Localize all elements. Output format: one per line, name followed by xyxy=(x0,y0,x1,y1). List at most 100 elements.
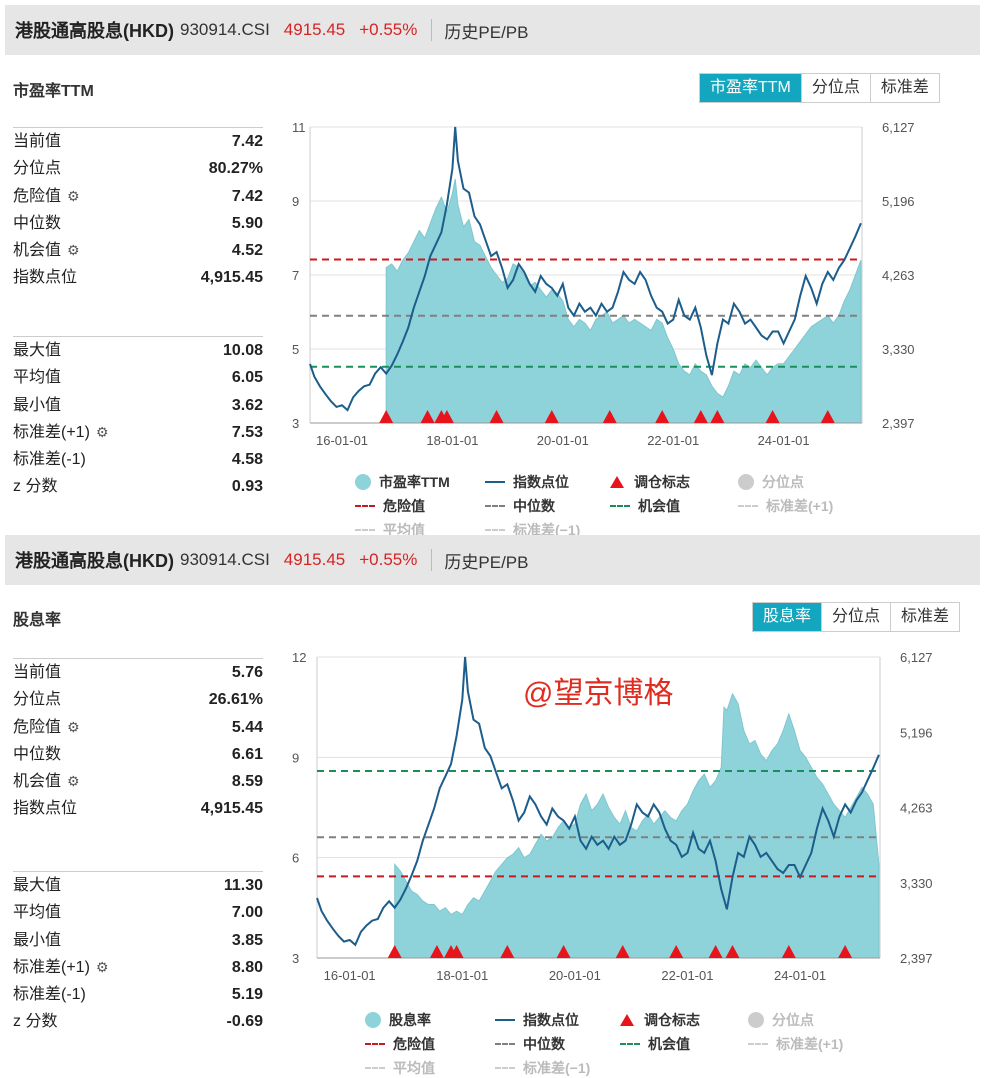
triangle-icon xyxy=(610,476,624,488)
metric-area xyxy=(394,692,880,959)
legend-mean[interactable]: 平均值 xyxy=(365,1058,435,1078)
rebalance-marker[interactable] xyxy=(379,410,394,423)
stat-label: 最大值 xyxy=(13,872,61,899)
rebalance-marker[interactable] xyxy=(544,410,559,423)
tab-std[interactable]: 标准差 xyxy=(870,74,939,102)
rebalance-marker[interactable] xyxy=(765,410,780,423)
legend-std-plus[interactable]: 标准差(+1) xyxy=(748,1034,843,1054)
stat-row: 危险值 ⚙ 7.42 xyxy=(13,183,263,210)
legend-rebalance[interactable]: 调仓标志 xyxy=(620,1010,700,1030)
stat-value: 3.62 xyxy=(231,396,263,414)
gear-icon[interactable]: ⚙ xyxy=(95,958,109,975)
stat-label-text: 标准差(+1) xyxy=(13,423,90,441)
left-tick-label: 6 xyxy=(292,851,299,866)
legend-std-plus[interactable]: 标准差(+1) xyxy=(738,496,833,516)
rebalance-marker[interactable] xyxy=(820,410,835,423)
stat-label: z 分数 xyxy=(13,473,57,500)
stat-row: 最小值 3.85 xyxy=(13,927,263,954)
tab-std[interactable]: 标准差 xyxy=(891,603,960,631)
stat-label-text: 标准差(-1) xyxy=(13,451,86,469)
legend-chance[interactable]: 机会值 xyxy=(610,496,680,516)
rebalance-marker[interactable] xyxy=(693,410,708,423)
index-line xyxy=(316,656,880,947)
rebalance-marker[interactable] xyxy=(420,410,435,423)
gear-icon[interactable]: ⚙ xyxy=(67,187,80,204)
history-pepb-link[interactable]: 历史PE/PB xyxy=(444,552,529,572)
legend-rebalance[interactable]: 调仓标志 xyxy=(610,472,690,492)
dividend-chart: 12 9 6 3 6,127 5,196 4,263 3,330 2,397 16-01-01 18… xyxy=(292,650,933,983)
gear-icon[interactable]: ⚙ xyxy=(67,718,80,735)
legend-mean[interactable]: 平均值 xyxy=(355,520,425,540)
rebalance-marker[interactable] xyxy=(708,945,723,958)
pe-chart: 11 9 7 5 3 6,127 5,196 4,263 3,330 2,397 16-01-01 1… xyxy=(292,120,915,448)
stat-label: 标准差(+1) ⚙ xyxy=(13,419,108,446)
legend-std-minus[interactable]: 标准差(−1) xyxy=(485,520,580,540)
gear-icon[interactable]: ⚙ xyxy=(95,423,109,440)
legend-label: 平均值 xyxy=(383,522,425,538)
tab-percentile[interactable]: 分位点 xyxy=(801,74,871,102)
legend-metric[interactable]: 市盈率TTM xyxy=(355,472,450,492)
index-name: 港股通高股息(HKD) xyxy=(15,21,174,41)
legend-index[interactable]: 指数点位 xyxy=(485,472,569,492)
rebalance-marker[interactable] xyxy=(655,410,670,423)
stat-row: 指数点位 4,915.45 xyxy=(13,264,263,291)
legend-std-minus[interactable]: 标准差(−1) xyxy=(495,1058,590,1078)
legend-dot-icon xyxy=(748,1012,764,1028)
rebalance-marker[interactable] xyxy=(602,410,617,423)
stat-label: 标准差(+1) ⚙ xyxy=(13,954,108,981)
legend-median[interactable]: 中位数 xyxy=(485,496,555,516)
legend-percentile[interactable]: 分位点 xyxy=(738,472,804,492)
legend-line-icon xyxy=(495,1043,515,1045)
tab-dividend-yield[interactable]: 股息率 xyxy=(753,603,823,631)
history-pepb-link[interactable]: 历史PE/PB xyxy=(444,22,529,42)
rebalance-marker[interactable] xyxy=(615,945,630,958)
rebalance-marker[interactable] xyxy=(489,410,504,423)
rebalance-marker[interactable] xyxy=(429,945,444,958)
stat-row: 当前值 5.76 xyxy=(13,659,263,686)
stat-label-text: 中位数 xyxy=(13,214,62,232)
rebalance-marker[interactable] xyxy=(781,945,796,958)
legend-chance[interactable]: 机会值 xyxy=(620,1034,690,1054)
legend-line-icon xyxy=(485,481,505,483)
legend-danger[interactable]: 危险值 xyxy=(355,496,425,516)
rebalance-marker[interactable] xyxy=(556,945,571,958)
rebalance-marker[interactable] xyxy=(710,410,725,423)
gear-icon[interactable]: ⚙ xyxy=(67,242,80,259)
stat-row: 机会值 ⚙ 8.59 xyxy=(13,768,263,795)
legend-percentile[interactable]: 分位点 xyxy=(748,1010,814,1030)
rebalance-marker[interactable] xyxy=(500,945,515,958)
stat-row: 最大值 10.08 xyxy=(13,337,263,364)
legend-median[interactable]: 中位数 xyxy=(495,1034,565,1054)
legend-label: 机会值 xyxy=(638,498,680,514)
stat-value: 4,915.45 xyxy=(200,800,263,818)
x-tick-label: 18-01-01 xyxy=(436,968,488,983)
rebalance-marker[interactable] xyxy=(669,945,684,958)
stat-label-text: 平均值 xyxy=(13,369,62,387)
legend-danger[interactable]: 危险值 xyxy=(365,1034,435,1054)
stat-value: 10.08 xyxy=(222,342,263,359)
tab-pe-ttm[interactable]: 市盈率TTM xyxy=(700,74,802,102)
stat-label-text: 分位点 xyxy=(13,691,62,709)
stat-label-text: 最大值 xyxy=(13,342,62,359)
tab-percentile[interactable]: 分位点 xyxy=(822,603,892,631)
left-tick-label: 9 xyxy=(292,750,299,765)
legend-line-icon xyxy=(355,505,375,507)
legend-index[interactable]: 指数点位 xyxy=(495,1010,579,1030)
index-line xyxy=(309,126,862,412)
chart-legend: 市盈率TTM 指数点位 调仓标志 分位点危险值 中位数 机会值 标准差(+1) 平均值 标准差(… xyxy=(0,472,985,538)
rebalance-marker[interactable] xyxy=(387,945,402,958)
rebalance-marker[interactable] xyxy=(439,410,454,423)
rebalance-marker[interactable] xyxy=(838,945,853,958)
rebalance-marker[interactable] xyxy=(725,945,740,958)
legend-label: 危险值 xyxy=(383,498,425,514)
stat-value: 80.27% xyxy=(208,160,263,178)
legend-metric[interactable]: 股息率 xyxy=(365,1010,431,1030)
stat-label-text: 当前值 xyxy=(13,664,62,681)
stat-label: 中位数 xyxy=(13,741,61,768)
gear-icon[interactable]: ⚙ xyxy=(67,773,80,790)
stat-value: 8.80 xyxy=(231,958,263,976)
stat-value: 5.44 xyxy=(231,718,263,736)
rebalance-marker[interactable] xyxy=(449,945,464,958)
stat-row: 最大值 11.30 xyxy=(13,872,263,899)
stat-label-text: 指数点位 xyxy=(13,800,78,818)
